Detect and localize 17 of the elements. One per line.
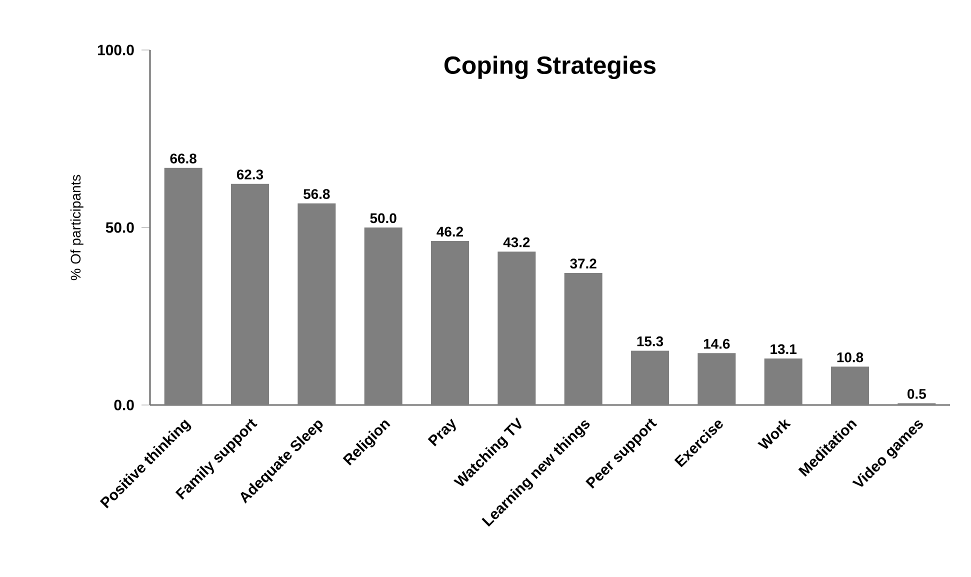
- data-label: 15.3: [637, 336, 664, 346]
- data-label: 10.8: [837, 352, 864, 362]
- data-label: 46.2: [436, 226, 464, 237]
- data-label: 62.3: [236, 170, 264, 180]
- data-label: 0.5: [908, 388, 926, 399]
- chart-title: Coping Strategies: [444, 56, 656, 80]
- y-tick-label: 50.0: [106, 222, 134, 233]
- data-label: 66.8: [170, 154, 196, 164]
- data-label: 14.6: [704, 338, 730, 349]
- data-label: 13.1: [770, 344, 797, 354]
- y-axis-title: % Of participants: [70, 174, 84, 280]
- y-tick-label: 0.0: [114, 400, 134, 410]
- y-tick-label: 100.0: [98, 44, 134, 56]
- data-label: 43.2: [503, 237, 530, 248]
- data-label: 37.2: [570, 258, 596, 269]
- data-label: 50.0: [370, 213, 396, 224]
- data-label: 56.8: [304, 189, 330, 199]
